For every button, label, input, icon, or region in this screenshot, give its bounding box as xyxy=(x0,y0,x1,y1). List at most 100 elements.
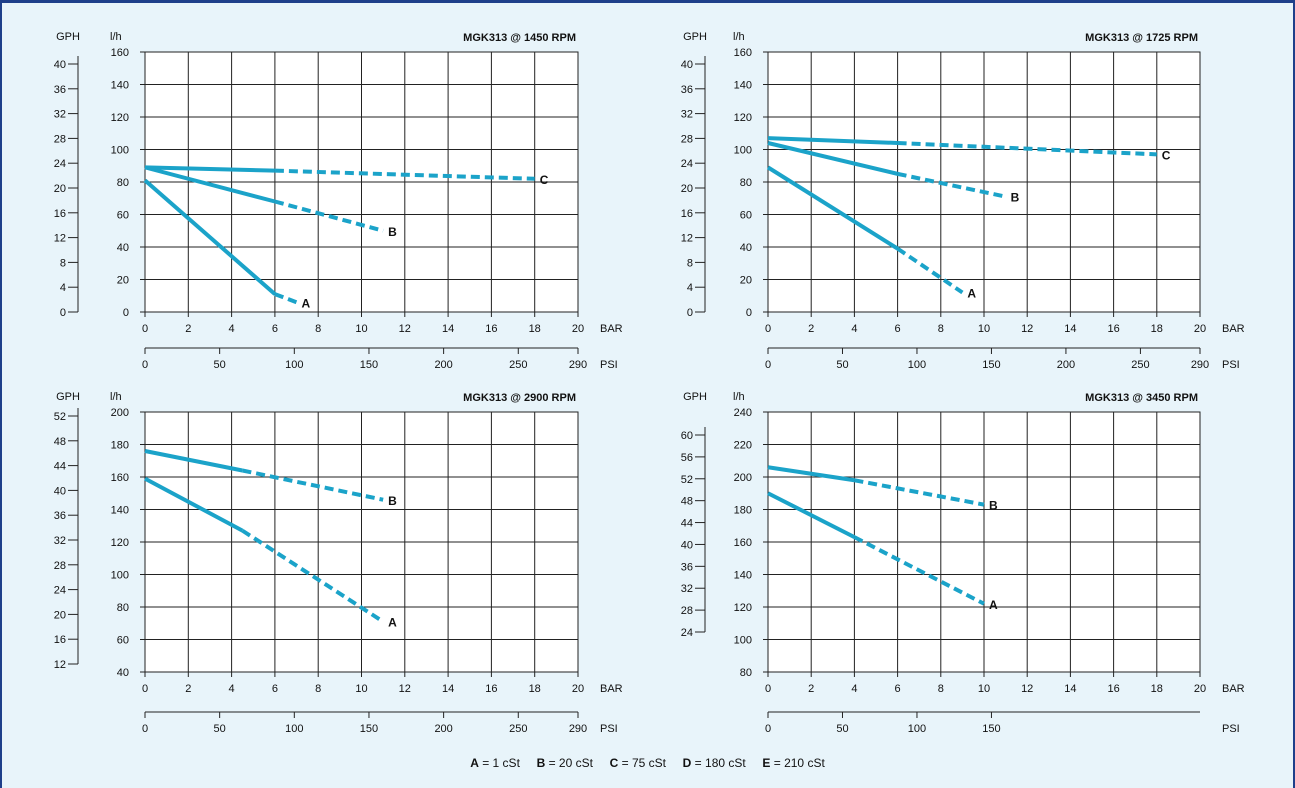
bar-tick-label: 16 xyxy=(485,323,497,335)
gph-tick-label: 4 xyxy=(60,282,66,294)
lh-axis-label: l/h xyxy=(733,31,745,43)
gph-tick-label: 16 xyxy=(54,634,66,646)
lh-axis-label: l/h xyxy=(733,391,745,403)
bar-tick-label: 14 xyxy=(442,683,454,695)
lh-tick-label: 100 xyxy=(734,635,752,647)
psi-tick-label: 0 xyxy=(765,359,771,371)
lh-tick-label: 160 xyxy=(111,47,129,59)
lh-tick-label: 240 xyxy=(734,407,752,419)
lh-tick-label: 120 xyxy=(111,537,129,549)
lh-tick-label: 160 xyxy=(734,47,752,59)
curve-c-solid xyxy=(767,136,898,145)
bar-tick-label: 2 xyxy=(185,683,191,695)
gph-tick-label: 52 xyxy=(681,474,693,486)
psi-tick-label: 50 xyxy=(214,723,226,735)
lh-tick-label: 220 xyxy=(734,440,752,452)
psi-tick-label: 250 xyxy=(509,723,527,735)
lh-tick-label: 100 xyxy=(111,145,129,157)
bar-tick-label: 12 xyxy=(399,323,411,335)
gph-tick-label: 24 xyxy=(54,585,66,597)
lh-tick-label: 80 xyxy=(117,602,129,614)
bar-axis-label: BAR xyxy=(600,323,623,335)
psi-axis-label: PSI xyxy=(1222,359,1240,371)
lh-tick-label: 60 xyxy=(117,210,129,222)
psi-tick-label: 200 xyxy=(434,359,452,371)
gph-tick-label: 24 xyxy=(681,158,693,170)
psi-tick-label: 250 xyxy=(1131,359,1149,371)
chart-panel-3: 0 2 4 6 8 10 12 14 16 18 20 BAR40608010012014016018… xyxy=(54,391,623,735)
lh-axis-label: l/h xyxy=(110,391,122,403)
bar-tick-label: 2 xyxy=(808,683,814,695)
curve-label-c: C xyxy=(540,173,549,187)
gph-tick-label: 20 xyxy=(681,183,693,195)
gph-tick-label: 8 xyxy=(687,257,693,269)
gph-axis-label: GPH xyxy=(683,31,707,43)
gph-tick-label: 24 xyxy=(681,627,693,639)
curve-a-dashed xyxy=(274,292,298,305)
lh-tick-label: 100 xyxy=(734,145,752,157)
bar-tick-label: 20 xyxy=(1194,683,1206,695)
gph-tick-label: 40 xyxy=(681,539,693,551)
gph-tick-label: 36 xyxy=(681,84,693,96)
curve-b-solid xyxy=(767,141,899,176)
psi-tick-label: 290 xyxy=(569,723,587,735)
bar-tick-label: 14 xyxy=(1064,323,1076,335)
gph-axis-label: GPH xyxy=(56,391,80,403)
bar-tick-label: 10 xyxy=(355,323,367,335)
gph-tick-label: 28 xyxy=(54,560,66,572)
psi-axis-label: PSI xyxy=(1222,723,1240,735)
bar-tick-label: 12 xyxy=(1021,323,1033,335)
bar-tick-label: 20 xyxy=(572,323,584,335)
psi-tick-label: 0 xyxy=(142,359,148,371)
bar-tick-label: 2 xyxy=(808,323,814,335)
legend-item-e: E = 210 cSt xyxy=(762,756,825,770)
bar-tick-label: 16 xyxy=(1107,323,1119,335)
chart-panel-4: 0 2 4 6 8 10 12 14 16 18 20 BAR80100120140160180200… xyxy=(681,391,1245,735)
gph-tick-label: 24 xyxy=(54,158,66,170)
lh-tick-label: 20 xyxy=(117,275,129,287)
curve-a-solid xyxy=(766,165,899,251)
chart-panel-2: 0 2 4 6 8 10 12 14 16 18 20 BAR02040608010012014016… xyxy=(681,31,1245,371)
lh-tick-label: 140 xyxy=(111,505,129,517)
psi-tick-label: 150 xyxy=(360,723,378,735)
lh-tick-label: 160 xyxy=(111,472,129,484)
gph-tick-label: 20 xyxy=(54,609,66,621)
curve-a-solid xyxy=(144,476,244,533)
chart-title: MGK313 @ 1450 RPM xyxy=(463,32,576,44)
gph-tick-label: 0 xyxy=(687,307,693,319)
gph-tick-label: 48 xyxy=(54,436,66,448)
legend-item-a: A = 1 cSt xyxy=(470,756,520,770)
gph-tick-label: 16 xyxy=(54,208,66,220)
bar-tick-label: 4 xyxy=(851,323,857,335)
psi-tick-label: 150 xyxy=(982,723,1000,735)
bar-tick-label: 6 xyxy=(895,323,901,335)
gph-tick-label: 36 xyxy=(681,561,693,573)
lh-tick-label: 120 xyxy=(111,112,129,124)
bar-tick-label: 6 xyxy=(272,323,278,335)
gph-tick-label: 32 xyxy=(681,109,693,121)
psi-tick-label: 0 xyxy=(765,723,771,735)
psi-tick-label: 0 xyxy=(142,723,148,735)
bar-axis-label: BAR xyxy=(600,683,623,695)
lh-tick-label: 200 xyxy=(111,407,129,419)
gph-tick-label: 40 xyxy=(54,59,66,71)
bar-tick-label: 16 xyxy=(1107,683,1119,695)
bar-tick-label: 6 xyxy=(895,683,901,695)
psi-tick-label: 50 xyxy=(836,723,848,735)
psi-tick-label: 100 xyxy=(285,359,303,371)
legend-item-d: D = 180 cSt xyxy=(682,756,746,770)
bar-tick-label: 14 xyxy=(442,323,454,335)
curve-a-dashed xyxy=(853,535,985,606)
psi-axis-label: PSI xyxy=(600,723,618,735)
psi-tick-label: 100 xyxy=(285,723,303,735)
lh-tick-label: 160 xyxy=(734,537,752,549)
gph-tick-label: 12 xyxy=(54,659,66,671)
gph-tick-label: 20 xyxy=(54,183,66,195)
lh-tick-label: 40 xyxy=(117,242,129,254)
bar-tick-label: 10 xyxy=(978,683,990,695)
lh-tick-label: 120 xyxy=(734,112,752,124)
curve-label-a: A xyxy=(302,296,311,310)
curve-b-dashed xyxy=(854,478,985,507)
lh-tick-label: 40 xyxy=(117,667,129,679)
bar-tick-label: 12 xyxy=(399,683,411,695)
